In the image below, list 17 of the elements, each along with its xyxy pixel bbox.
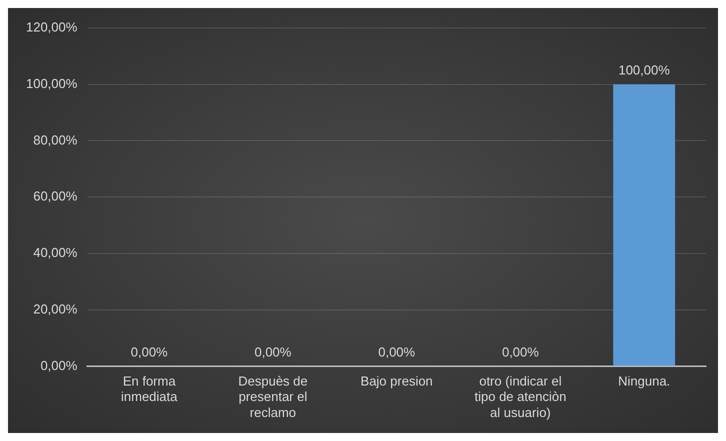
x-tick-label: otro (indicar el tipo de atenciòn al usuario) [474, 374, 566, 420]
y-tick-label: 80,00% [33, 132, 78, 148]
x-tick-label: Ninguna. [618, 374, 670, 389]
x-tick-label: En forma inmediata [121, 374, 178, 404]
y-tick-label: 120,00% [26, 20, 78, 35]
y-tick-label: 60,00% [33, 188, 78, 204]
data-label: 0,00% [378, 344, 416, 360]
data-label: 0,00% [254, 344, 292, 360]
x-tick-label: Despuès de presentar el reclamo [238, 374, 308, 420]
y-tick-label: 100,00% [26, 76, 78, 91]
y-tick-label: 20,00% [33, 301, 78, 316]
data-label: 0,00% [130, 344, 168, 360]
data-label: 100,00% [618, 62, 670, 78]
y-tick-label: 0,00% [40, 358, 78, 373]
data-label: 0,00% [502, 344, 540, 360]
x-tick-label: Bajo presion [360, 374, 433, 389]
y-tick-label: 40,00% [33, 245, 78, 260]
